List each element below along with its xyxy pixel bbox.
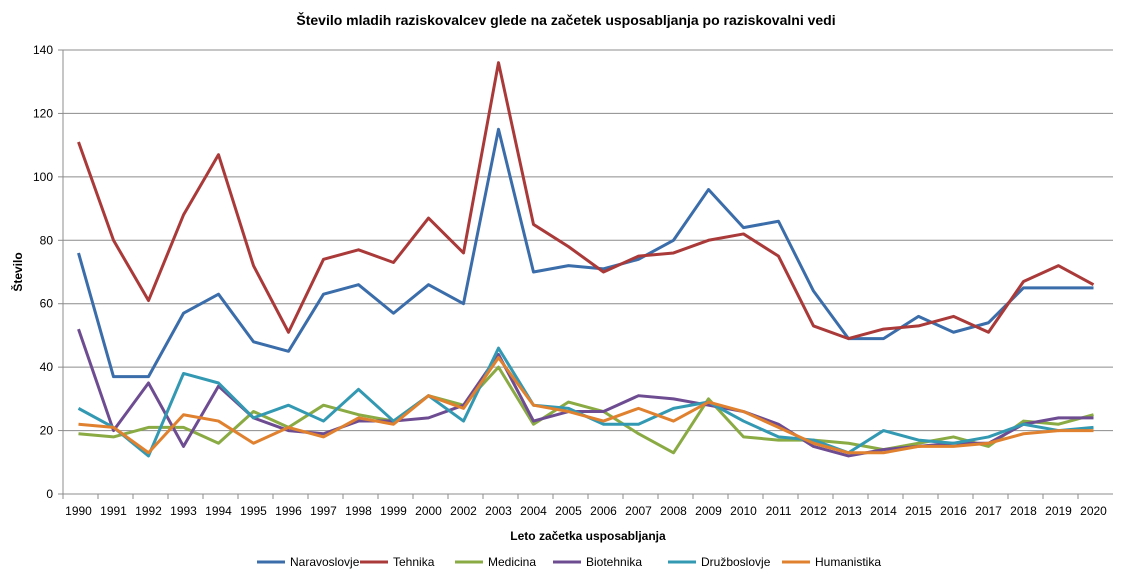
y-tick-label: 60 (40, 297, 54, 311)
x-tick-label: 2007 (625, 504, 652, 518)
series-line-naravoslovje (77, 127, 1094, 379)
x-tick-label: 2019 (1045, 504, 1072, 518)
chart-title: Število mladih raziskovalcev glede na za… (296, 11, 835, 28)
x-tick-label: 1990 (65, 504, 92, 518)
y-tick-label: 120 (33, 106, 53, 120)
legend-label: Naravoslovje (290, 555, 360, 569)
y-tick-label: 100 (33, 170, 53, 184)
x-tick-label: 2006 (590, 504, 617, 518)
x-tick-label: 2002 (450, 504, 477, 518)
x-tick-label: 2017 (975, 504, 1002, 518)
y-tick-label: 40 (40, 360, 54, 374)
legend-label: Biotehnika (586, 555, 642, 569)
x-tick-label: 2013 (835, 504, 862, 518)
y-tick-label: 80 (40, 233, 54, 247)
x-tick-label: 2016 (940, 504, 967, 518)
x-tick-label: 1995 (240, 504, 267, 518)
y-tick-label: 140 (33, 43, 53, 57)
x-tick-label: 1992 (135, 504, 162, 518)
y-tick-label: 20 (40, 424, 54, 438)
x-tick-label: 2020 (1080, 504, 1107, 518)
x-tick-label: 2000 (415, 504, 442, 518)
x-tick-label: 2015 (905, 504, 932, 518)
series-line-tehnika (77, 61, 1095, 341)
x-tick-label: 2010 (730, 504, 757, 518)
x-tick-label: 2011 (766, 504, 792, 518)
legend-label: Tehnika (393, 555, 435, 569)
legend-label: Medicina (488, 555, 536, 569)
x-tick-label: 2009 (695, 504, 722, 518)
x-tick-label: 1994 (205, 504, 232, 518)
x-tick-label: 2014 (870, 504, 897, 518)
x-tick-label: 2018 (1010, 504, 1037, 518)
series-line-humanistika (78, 356, 1094, 455)
x-tick-label: 1993 (170, 504, 197, 518)
x-tick-label: 1997 (310, 504, 337, 518)
x-tick-label: 2005 (555, 504, 582, 518)
y-tick-label: 0 (46, 487, 53, 501)
x-tick-label: 2008 (660, 504, 687, 518)
legend-label: Družboslovje (701, 555, 771, 569)
x-tick-label: 1991 (100, 504, 127, 518)
y-axis-label: Število (10, 252, 25, 291)
x-tick-label: 1999 (380, 504, 407, 518)
legend-label: Humanistika (815, 555, 881, 569)
x-tick-label: 2003 (485, 504, 512, 518)
x-tick-label: 2012 (800, 504, 827, 518)
x-tick-label: 2004 (520, 504, 547, 518)
series-line-medicina (78, 365, 1094, 455)
x-axis-label: Leto začetka usposabljanja (510, 529, 666, 543)
x-tick-label: 1996 (275, 504, 302, 518)
x-tick-label: 1998 (345, 504, 372, 518)
series-line-biotehnika (77, 328, 1094, 458)
